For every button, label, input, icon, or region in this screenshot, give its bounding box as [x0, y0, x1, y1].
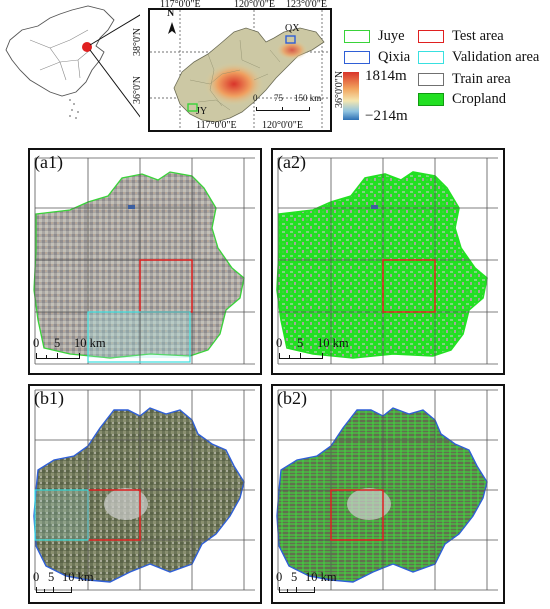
- scale-a1-0: 0: [33, 336, 40, 350]
- scale-b2-0: 0: [276, 570, 283, 584]
- validation-area: [35, 490, 88, 540]
- test-area-box: [330, 489, 384, 541]
- province-lines: [29, 29, 91, 81]
- validation-area-box: [87, 311, 191, 363]
- china-locator-map: [5, 5, 140, 119]
- lon-label-bottom-1: 117°0'0"E: [196, 120, 237, 131]
- scale-a2-0: 0: [276, 336, 283, 350]
- scale-b1-5: 5: [48, 570, 55, 584]
- overview-scale-0: 0: [253, 93, 258, 103]
- legend-swatch-validation: [418, 50, 444, 64]
- callout-line-top: [89, 14, 140, 46]
- juye-county-cropland: [276, 171, 488, 359]
- overview-scale-75: 75: [274, 93, 283, 103]
- legend-label-cropland: Cropland: [452, 90, 506, 107]
- legend-swatch-cropland: [418, 92, 444, 106]
- legend-validation: Validation area: [418, 48, 539, 66]
- legend-swatch-qixia: [344, 50, 370, 64]
- scale-a2-5: 5: [297, 336, 304, 350]
- test-area-box: [382, 259, 436, 313]
- qixia-marker: [285, 35, 296, 44]
- scalebar-b2: 0 5 10 km: [276, 570, 379, 602]
- legend-swatch-test: [418, 29, 444, 43]
- legend-swatch-juye: [344, 29, 370, 43]
- panel-a1: (a1) 0 5 10 km: [28, 148, 262, 375]
- overview-scalebar: 0 75 150 km: [253, 93, 321, 116]
- label-qixia: QX: [285, 23, 300, 34]
- panel-b2: (b2) 0 5 10 km: [271, 384, 505, 604]
- urban-area: [347, 488, 391, 520]
- county-boundaries: [189, 39, 281, 111]
- panel-label-a2: (a2): [277, 152, 306, 172]
- shandong-highlight: [82, 42, 92, 52]
- scalebar-a2: 0 5 10 km: [276, 336, 379, 368]
- lon-label-top-3: 123°0'0"E: [286, 0, 327, 10]
- panel-label-a1: (a1): [34, 152, 63, 172]
- legend-label-juye: Juye: [378, 27, 405, 44]
- china-outline: [5, 5, 115, 97]
- lon-label-bottom-2: 120°0'0"E: [262, 120, 303, 131]
- legend-qixia: Qixia: [344, 48, 410, 66]
- validation-area-box: [34, 489, 89, 541]
- south-china-sea-islands: [69, 99, 79, 119]
- legend-juye: Juye: [344, 27, 405, 45]
- north-arrow-label: N: [167, 8, 175, 19]
- legend-label-train: Train area: [452, 70, 511, 87]
- legend-test: Test area: [418, 27, 504, 45]
- panel-a2: (a2) 0 5 10 km: [271, 148, 505, 375]
- label-juye: JY: [196, 106, 208, 117]
- scale-b2-5: 5: [291, 570, 298, 584]
- taishan-mountains: [204, 62, 264, 106]
- water-body: [128, 205, 135, 209]
- scalebar-b1: 0 5 10 km: [33, 570, 136, 602]
- legend-label-validation: Validation area: [452, 48, 540, 65]
- scale-b1-10: 10 km: [62, 570, 94, 584]
- scale-a2-10: 10 km: [317, 336, 349, 350]
- eastern-uplands: [276, 40, 308, 60]
- panel-b1: (b1) 0 5 10 km: [28, 384, 262, 604]
- elevation-min-label: −214m: [365, 108, 408, 124]
- elevation-map-frame: N QX JY 0 75 150 km: [148, 8, 332, 132]
- water-body: [371, 205, 378, 209]
- scale-a1-5: 5: [54, 336, 61, 350]
- panel-label-b1: (b1): [34, 388, 64, 408]
- scalebar-a1: 0 5 10 km: [33, 336, 136, 368]
- scale-a1-10: 10 km: [74, 336, 106, 350]
- lon-label-top-1: 117°0'0"E: [160, 0, 201, 10]
- lon-label-top-2: 120°0'0"E: [234, 0, 275, 10]
- legend-train: Train area: [418, 70, 511, 88]
- callout-line-bottom: [89, 49, 140, 118]
- legend-cropland: Cropland: [418, 90, 506, 108]
- scale-b2-10: 10 km: [305, 570, 337, 584]
- lat-label-left-1: 38°0'N: [132, 27, 143, 56]
- overview-scale-150: 150 km: [294, 93, 322, 103]
- urban-area: [104, 488, 148, 520]
- validation-area: [88, 312, 190, 358]
- elevation-colorbar: [343, 72, 359, 120]
- lat-label-left-2: 36°0'N: [132, 75, 143, 104]
- legend-label-test: Test area: [452, 27, 504, 44]
- panel-label-b2: (b2): [277, 388, 307, 408]
- legend-swatch-train: [418, 72, 444, 86]
- elevation-max-label: 1814m: [365, 68, 407, 84]
- legend-label-qixia: Qixia: [378, 48, 411, 65]
- scale-b1-0: 0: [33, 570, 40, 584]
- grid-lines: [277, 389, 498, 591]
- north-arrow-icon: [168, 22, 176, 34]
- juye-marker: [187, 103, 198, 112]
